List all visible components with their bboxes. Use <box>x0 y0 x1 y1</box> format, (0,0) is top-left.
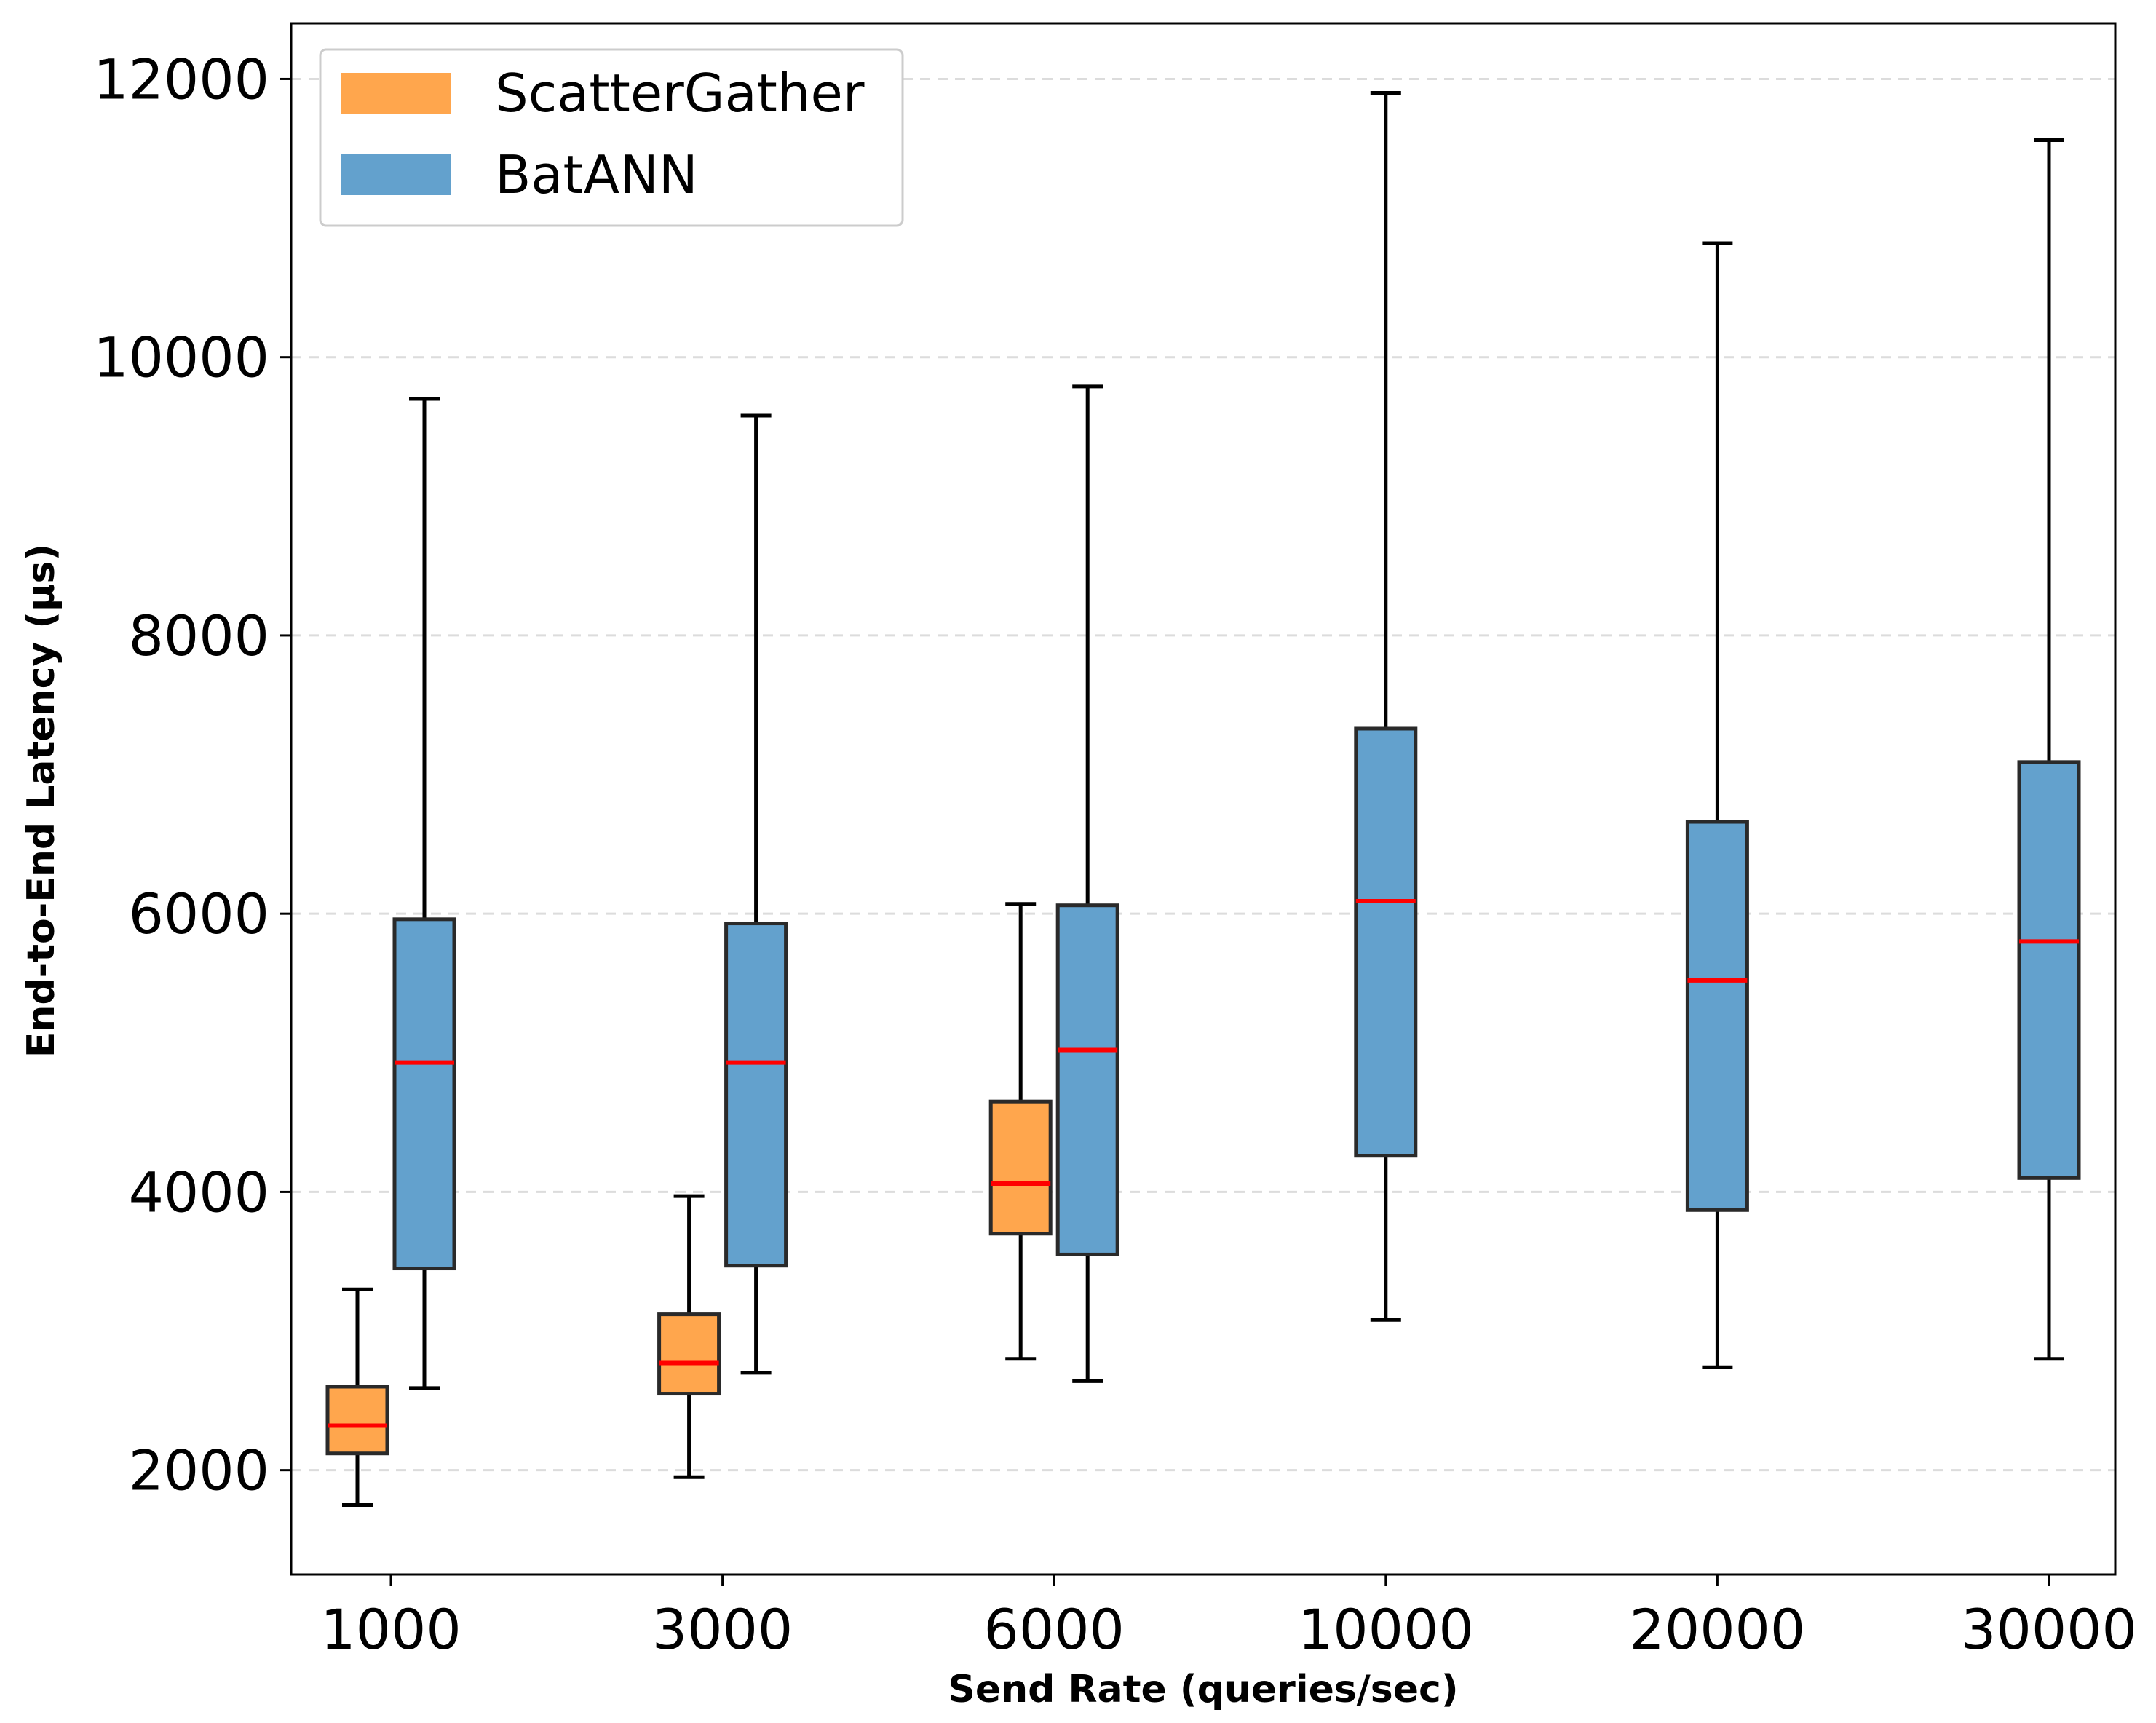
x-axis-label: Send Rate (queries/sec) <box>948 1668 1458 1711</box>
legend-label-scattergather: ScatterGather <box>495 63 865 124</box>
scattergather-box-1000 <box>325 1287 389 1507</box>
y-tick-label: 8000 <box>129 603 269 668</box>
iqr-box <box>325 1385 389 1456</box>
box-plot-marks <box>325 91 2081 1507</box>
legend-swatch-batann <box>341 154 451 195</box>
iqr-box <box>1055 903 1119 1256</box>
x-axis-ticks: 1000 3000 6000 10000 20000 30000 <box>320 1575 2137 1662</box>
batann-box-1000 <box>392 397 456 1390</box>
y-axis-label: End-to-End Latency (μs) <box>20 544 63 1058</box>
iqr-box <box>724 922 788 1268</box>
iqr-box <box>392 917 456 1271</box>
iqr-box <box>988 1099 1053 1236</box>
x-tick-label: 3000 <box>652 1597 793 1662</box>
iqr-box <box>2017 760 2081 1180</box>
batann-box-30000 <box>2017 138 2081 1361</box>
batann-box-10000 <box>1354 91 1418 1322</box>
y-tick-label: 4000 <box>129 1160 269 1224</box>
y-tick-label: 2000 <box>129 1438 269 1503</box>
scattergather-box-6000 <box>988 902 1053 1361</box>
plot-frame <box>290 22 2117 1576</box>
x-tick-label: 30000 <box>1961 1597 2137 1662</box>
batann-box-3000 <box>724 413 788 1375</box>
batann-box-20000 <box>1685 241 1749 1369</box>
y-tick-label: 12000 <box>93 47 269 111</box>
x-tick-label: 1000 <box>320 1597 461 1662</box>
scattergather-box-3000 <box>657 1194 721 1479</box>
x-tick-label: 6000 <box>983 1597 1124 1662</box>
x-tick-label: 20000 <box>1630 1597 1806 1662</box>
y-tick-label: 6000 <box>129 882 269 946</box>
legend-swatch-scattergather <box>341 73 451 114</box>
legend-label-batann: BatANN <box>495 144 698 205</box>
y-axis-ticks: 2000 4000 6000 8000 10000 12000 <box>93 47 291 1503</box>
iqr-box <box>1685 820 1749 1212</box>
legend: ScatterGather BatANN <box>319 48 904 227</box>
x-tick-label: 10000 <box>1298 1597 1474 1662</box>
iqr-box <box>657 1312 721 1396</box>
y-tick-label: 10000 <box>93 325 269 390</box>
grid-lines <box>291 77 2115 1472</box>
iqr-box <box>1354 726 1418 1158</box>
legend-frame <box>319 48 904 227</box>
batann-box-6000 <box>1055 384 1119 1383</box>
